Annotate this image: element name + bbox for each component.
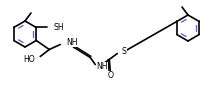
Text: HO: HO [24,55,35,64]
Text: S: S [122,47,127,56]
Text: NH: NH [66,38,77,47]
Text: O: O [107,71,113,80]
Text: NH: NH [96,62,108,71]
Text: SH: SH [53,23,64,32]
